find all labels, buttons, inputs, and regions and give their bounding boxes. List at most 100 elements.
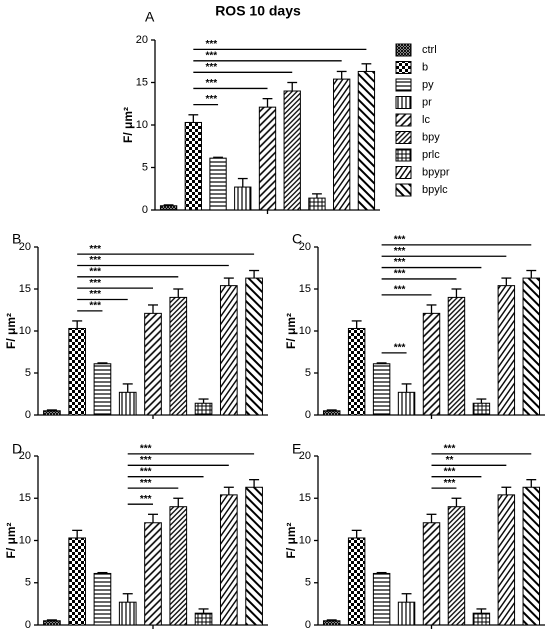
y-tick-label: 0 [25,619,31,631]
bar [322,620,341,626]
y-tick-label: 15 [299,492,311,504]
bar [422,522,441,626]
legend-swatch [395,113,412,127]
significance-label: *** [394,246,406,257]
legend-label: bpylc [422,184,448,196]
significance-label: *** [140,478,152,489]
bar [283,90,301,211]
y-tick-label: 10 [136,119,148,131]
bar [308,197,326,211]
bar [522,486,541,626]
bar [159,205,178,211]
panel-label: C [292,231,302,247]
significance-label: *** [89,278,101,289]
y-tick-label: 10 [19,325,31,337]
significance-label: *** [140,444,152,455]
y-tick-label: 10 [299,534,311,546]
significance-label: *** [89,244,101,255]
y-tick-label: 15 [136,76,148,88]
significance-label: *** [205,50,217,61]
bar [219,285,238,416]
y-tick-label: 0 [305,409,311,421]
significance-label: *** [205,94,217,105]
significance-label: *** [394,342,406,353]
bar [144,522,162,626]
bar [322,410,341,416]
y-tick-label: 15 [299,283,311,295]
panel-label: E [292,441,301,457]
legend-swatch [395,78,412,92]
y-axis-label: F/ μm² [284,522,298,558]
bar [472,402,491,416]
legend-label: prlc [422,149,440,161]
legend-label: pr [422,96,432,108]
panel-label: D [12,441,22,457]
bar [397,391,416,416]
significance-label: *** [89,300,101,311]
panel-label: B [12,231,21,247]
significance-label: *** [394,285,406,296]
significance-label: *** [394,269,406,280]
y-axis-label: F/ μm² [121,107,135,143]
bar [347,327,366,416]
y-tick-label: 20 [299,241,311,253]
significance-label: *** [140,466,152,477]
bar [184,121,202,211]
bar [522,277,541,416]
bar [447,506,466,626]
significance-label: *** [205,62,217,73]
bar [347,537,366,626]
bar [169,296,188,416]
y-tick-label: 5 [25,367,31,379]
y-tick-label: 20 [136,34,148,46]
y-tick-label: 15 [19,283,31,295]
y-tick-label: 0 [25,409,31,421]
significance-label: *** [140,455,152,466]
figure-title: ROS 10 days [215,3,301,19]
bar [372,363,391,416]
bar [43,410,61,416]
bar [422,312,441,416]
y-tick-label: 10 [299,325,311,337]
legend-swatch [395,43,412,57]
significance-label: *** [394,257,406,268]
bar [68,537,87,626]
bar [219,494,238,626]
significance-label: *** [205,39,217,50]
legend-label: lc [422,114,430,126]
legend-label: bpy [422,131,440,143]
bar [144,312,162,416]
significance-label: *** [89,266,101,277]
y-tick-label: 5 [305,367,311,379]
legend-swatch [395,61,412,74]
bar [194,402,213,416]
bar [372,572,391,626]
legend-label: b [422,61,428,73]
bar [169,506,188,626]
significance-label: ** [446,455,454,466]
y-tick-label: 20 [19,450,31,462]
bar [397,601,416,626]
legend-swatch [395,96,412,109]
bar [245,277,263,416]
y-axis-label: F/ μm² [4,522,18,558]
significance-label: *** [444,444,456,455]
legend-label: ctrl [422,44,437,56]
y-tick-label: 5 [25,577,31,589]
significance-label: *** [394,235,406,246]
legend-label: py [422,79,434,91]
bar [68,327,87,416]
bar [245,486,263,626]
bar [497,494,516,626]
significance-label: *** [444,478,456,489]
y-tick-label: 20 [299,450,311,462]
y-tick-label: 0 [305,619,311,631]
y-axis-label: F/ μm² [4,313,18,349]
significance-label: *** [89,255,101,266]
bar [357,70,376,211]
bar [43,620,61,626]
bar [194,612,213,626]
y-tick-label: 20 [19,241,31,253]
significance-label: *** [140,494,152,505]
